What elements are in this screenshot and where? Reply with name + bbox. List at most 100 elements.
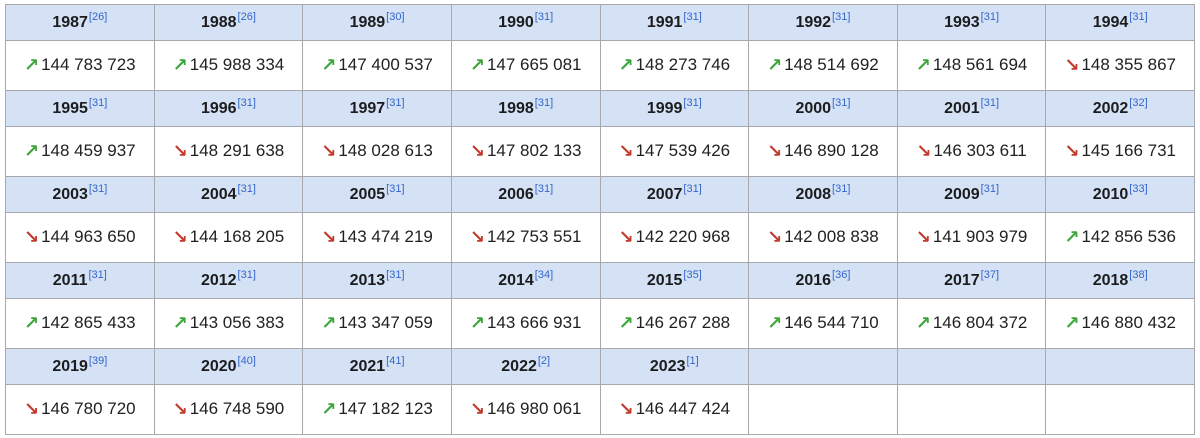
year-cell: 2017[37] [896, 262, 1047, 299]
year-label: 2009 [944, 185, 980, 203]
decrease-icon: ↘ [23, 227, 40, 248]
decrease-icon: ↘ [618, 399, 634, 420]
increase-icon: ↗ [618, 313, 634, 334]
year-label: 2004 [200, 185, 237, 203]
population-cell: ↗ 143 056 383 [153, 298, 304, 349]
citation-link[interactable]: [31] [683, 97, 702, 110]
citation-link[interactable]: [41] [386, 355, 405, 368]
decrease-icon: ↘ [1064, 55, 1080, 76]
population-cell: ↗ 146 267 288 [599, 298, 750, 349]
year-label: 2014 [498, 271, 534, 289]
population-cell: ↘ 144 168 205 [153, 212, 304, 263]
citation-link[interactable]: [30] [386, 11, 405, 24]
population-table-body: 1987[26] 1988[26] 1989[30] 1990[31] 1991[31]… [5, 4, 1195, 435]
population-value: 142 865 433 [41, 313, 136, 332]
citation-link[interactable]: [32] [1129, 97, 1148, 110]
population-cell: ↗ 142 856 536 [1045, 212, 1195, 263]
population-value: 144 963 650 [41, 227, 136, 246]
population-value: 147 182 123 [338, 399, 433, 418]
citation-link[interactable]: [40] [237, 355, 256, 368]
citation-link[interactable]: [31] [980, 97, 1000, 110]
citation-link[interactable]: [26] [237, 11, 256, 24]
year-header-row: 2011[31] 2012[31] 2013[31] 2014[34] 2015[35]… [5, 262, 1195, 299]
year-label: 1996 [200, 99, 237, 117]
year-label: 2006 [498, 185, 534, 203]
citation-link[interactable]: [35] [683, 269, 702, 282]
year-label: 1993 [944, 13, 980, 31]
citation-link[interactable]: [31] [683, 11, 702, 24]
population-cell: ↗ 147 400 537 [302, 40, 452, 91]
year-cell: 1993[31] [896, 4, 1047, 41]
citation-link[interactable]: [31] [88, 269, 107, 282]
citation-link[interactable]: [31] [534, 11, 554, 24]
population-cell: ↘ 146 890 128 [748, 126, 898, 177]
citation-link[interactable]: [31] [237, 269, 256, 282]
year-label: 1990 [498, 13, 534, 31]
empty-year-cell [748, 348, 898, 385]
citation-link[interactable]: [31] [1129, 11, 1148, 24]
increase-icon: ↗ [23, 313, 40, 334]
population-value: 146 544 710 [784, 313, 879, 332]
year-label: 2017 [944, 271, 980, 289]
citation-link[interactable]: [36] [832, 269, 851, 282]
increase-icon: ↗ [172, 313, 188, 334]
citation-link[interactable]: [31] [683, 183, 702, 196]
citation-link[interactable]: [31] [832, 97, 851, 110]
citation-link[interactable]: [34] [534, 269, 554, 282]
population-value: 148 028 613 [338, 141, 433, 160]
population-cell: ↘ 142 753 551 [450, 212, 601, 263]
year-cell: 1994[31] [1045, 4, 1195, 41]
citation-link[interactable]: [31] [386, 269, 405, 282]
population-cell: ↘ 142 008 838 [748, 212, 898, 263]
year-header-row: 2019[39] 2020[40] 2021[41] 2022[2] 2023[1] [5, 348, 1195, 385]
citation-link[interactable]: [31] [386, 97, 405, 110]
citation-link[interactable]: [31] [88, 183, 108, 196]
citation-link[interactable]: [31] [534, 97, 554, 110]
citation-link[interactable]: [37] [980, 269, 1000, 282]
year-label: 1999 [646, 99, 683, 117]
year-cell: 1990[31] [450, 4, 601, 41]
decrease-icon: ↘ [618, 141, 634, 162]
citation-link[interactable]: [31] [832, 183, 851, 196]
population-cell: ↘ 146 980 061 [450, 384, 601, 435]
population-cell: ↘ 147 802 133 [450, 126, 601, 177]
citation-link[interactable]: [31] [980, 183, 1000, 196]
citation-link[interactable]: [38] [1129, 269, 1148, 282]
increase-icon: ↗ [321, 399, 337, 420]
citation-link[interactable]: [31] [386, 183, 405, 196]
population-cell: ↗ 148 514 692 [748, 40, 898, 91]
population-value: 148 291 638 [189, 141, 285, 160]
year-cell: 2012[31] [153, 262, 304, 299]
population-value: 144 168 205 [189, 227, 285, 246]
population-value: 148 273 746 [635, 55, 731, 74]
increase-icon: ↗ [469, 55, 485, 76]
year-header-row: 2003[31] 2004[31] 2005[31] 2006[31] 2007[31]… [5, 176, 1195, 213]
population-value: 147 802 133 [486, 141, 582, 160]
year-cell: 1997[31] [302, 90, 452, 127]
increase-icon: ↗ [1064, 227, 1080, 248]
citation-link[interactable]: [31] [237, 183, 256, 196]
citation-link[interactable]: [33] [1129, 183, 1148, 196]
year-cell: 2002[32] [1045, 90, 1195, 127]
citation-link[interactable]: [1] [686, 355, 699, 368]
year-label: 2015 [646, 271, 683, 289]
decrease-icon: ↘ [321, 227, 337, 248]
decrease-icon: ↘ [767, 141, 783, 162]
population-value: 146 447 424 [635, 399, 731, 418]
citation-link[interactable]: [31] [88, 97, 108, 110]
citation-link[interactable]: [2] [537, 355, 551, 368]
population-value: 142 220 968 [635, 227, 731, 246]
citation-link[interactable]: [31] [237, 97, 256, 110]
year-cell: 1999[31] [599, 90, 750, 127]
citation-link[interactable]: [31] [980, 11, 1000, 24]
citation-link[interactable]: [26] [88, 11, 108, 24]
population-cell: ↘ 146 447 424 [599, 384, 750, 435]
citation-link[interactable]: [39] [88, 355, 108, 368]
population-cell: ↗ 147 665 081 [450, 40, 601, 91]
year-cell: 2006[31] [450, 176, 601, 213]
population-value-row: ↗ 142 865 433 ↗ 143 056 383 ↗ 143 347 059 ↗ 143… [5, 298, 1195, 349]
citation-link[interactable]: [31] [534, 183, 554, 196]
citation-link[interactable]: [31] [832, 11, 851, 24]
year-label: 1995 [52, 99, 88, 117]
year-label: 1992 [795, 13, 832, 31]
